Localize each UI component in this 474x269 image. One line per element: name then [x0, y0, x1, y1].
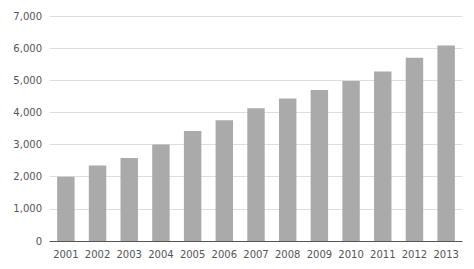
svg-text:2007: 2007 — [243, 249, 268, 260]
svg-text:6,000: 6,000 — [13, 43, 42, 54]
svg-text:2010: 2010 — [338, 249, 363, 260]
svg-text:0: 0 — [36, 236, 42, 247]
svg-text:2012: 2012 — [402, 249, 427, 260]
svg-text:7,000: 7,000 — [13, 11, 42, 22]
svg-text:2011: 2011 — [370, 249, 395, 260]
svg-text:5,000: 5,000 — [13, 75, 42, 86]
svg-text:4,000: 4,000 — [13, 107, 42, 118]
svg-text:2002: 2002 — [85, 249, 110, 260]
svg-text:2009: 2009 — [307, 249, 332, 260]
svg-text:2013: 2013 — [433, 249, 458, 260]
svg-text:2006: 2006 — [212, 249, 237, 260]
svg-text:2008: 2008 — [275, 249, 300, 260]
svg-text:1,000: 1,000 — [13, 203, 42, 214]
svg-text:2001: 2001 — [53, 249, 78, 260]
svg-text:2003: 2003 — [117, 249, 142, 260]
svg-text:2005: 2005 — [180, 249, 205, 260]
svg-text:3,000: 3,000 — [13, 139, 42, 150]
svg-text:2,000: 2,000 — [13, 171, 42, 182]
svg-text:2004: 2004 — [148, 249, 173, 260]
